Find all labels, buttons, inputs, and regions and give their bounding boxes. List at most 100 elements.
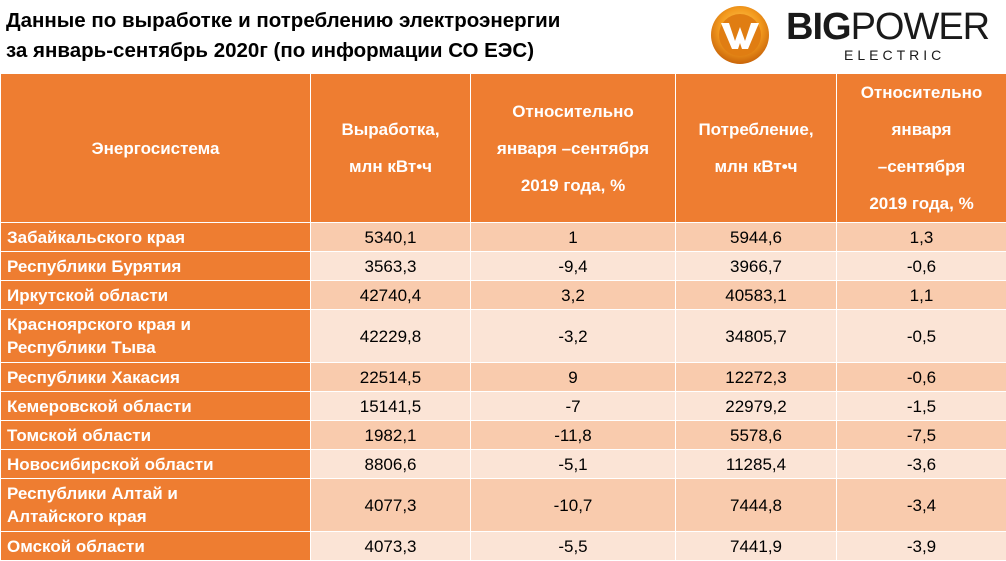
generation-cell: 42229,8 — [311, 310, 471, 363]
region-name-line: Республики Бурятия — [7, 255, 306, 278]
region-name-cell: Иркутской области — [1, 281, 311, 310]
generation-cell: 8806,6 — [311, 450, 471, 479]
generation-change-cell: -11,8 — [471, 421, 676, 450]
generation-change-cell: -3,2 — [471, 310, 676, 363]
generation-cell: 4073,3 — [311, 532, 471, 561]
bigpower-logo-wordmark: BIGPOWER — [786, 6, 989, 48]
consumption-change-cell: -7,5 — [837, 421, 1006, 450]
header-text-line: Относительно — [473, 93, 673, 130]
header-text-line: млн кВт•ч — [313, 148, 468, 185]
header-text-line: Энергосистема — [3, 130, 308, 167]
generation-change-cell: -5,1 — [471, 450, 676, 479]
region-name-cell: Забайкальского края — [1, 223, 311, 252]
generation-cell: 3563,3 — [311, 252, 471, 281]
generation-change-cell: 3,2 — [471, 281, 676, 310]
generation-change-cell: 9 — [471, 363, 676, 392]
generation-change-cell: -7 — [471, 392, 676, 421]
header-text-line: –сентября — [839, 148, 1004, 185]
generation-cell: 22514,5 — [311, 363, 471, 392]
header-text-line: Относительно — [839, 74, 1004, 111]
region-name-line: Томской области — [7, 424, 306, 447]
consumption-change-cell: 1,1 — [837, 281, 1006, 310]
region-name-cell: Республики Хакасия — [1, 363, 311, 392]
region-name-line: Иркутской области — [7, 284, 306, 307]
consumption-change-cell: -3,6 — [837, 450, 1006, 479]
consumption-cell: 34805,7 — [676, 310, 837, 363]
header-text-line: млн кВт•ч — [678, 148, 834, 185]
header-text-line: Выработка, — [313, 111, 468, 148]
page-title: Данные по выработке и потреблению электр… — [6, 6, 696, 66]
logo-word-power: POWER — [851, 6, 990, 48]
consumption-change-cell: -0,5 — [837, 310, 1006, 363]
consumption-change-cell: -0,6 — [837, 363, 1006, 392]
region-name-line: Новосибирской области — [7, 453, 306, 476]
title-line-2: за январь-сентябрь 2020г (по информации … — [6, 36, 696, 66]
consumption-change-cell: -0,6 — [837, 252, 1006, 281]
consumption-cell: 7444,8 — [676, 479, 837, 532]
bigpower-logo-mark-icon — [704, 4, 776, 66]
region-name-cell: Новосибирской области — [1, 450, 311, 479]
region-name-cell: Томской области — [1, 421, 311, 450]
generation-cell: 42740,4 — [311, 281, 471, 310]
region-name-line: Республики Тыва — [7, 336, 306, 359]
generation-change-cell: -10,7 — [471, 479, 676, 532]
column-header-generation: Выработка,млн кВт•ч — [311, 74, 471, 223]
generation-change-cell: -5,5 — [471, 532, 676, 561]
region-name-cell: Республики Бурятия — [1, 252, 311, 281]
region-name-line: Кемеровской области — [7, 395, 306, 418]
generation-cell: 1982,1 — [311, 421, 471, 450]
column-header-energy-system: Энергосистема — [1, 74, 311, 223]
consumption-cell: 22979,2 — [676, 392, 837, 421]
title-line-1: Данные по выработке и потреблению электр… — [6, 6, 696, 36]
consumption-change-cell: 1,3 — [837, 223, 1006, 252]
region-name-line: Забайкальского края — [7, 226, 306, 249]
consumption-change-cell: -1,5 — [837, 392, 1006, 421]
consumption-change-cell: -3,9 — [837, 532, 1006, 561]
generation-change-cell: 1 — [471, 223, 676, 252]
region-name-line: Омской области — [7, 535, 306, 558]
generation-change-cell: -9,4 — [471, 252, 676, 281]
logo-subtitle: ELECTRIC — [844, 47, 945, 63]
column-header-consumption: Потребление,млн кВт•ч — [676, 74, 837, 223]
generation-cell: 5340,1 — [311, 223, 471, 252]
consumption-cell: 40583,1 — [676, 281, 837, 310]
region-name-line: Республики Алтай и — [7, 482, 306, 505]
bigpower-logo: BIGPOWER ELECTRIC — [704, 4, 1002, 66]
region-name-line: Красноярского края и — [7, 313, 306, 336]
consumption-cell: 5578,6 — [676, 421, 837, 450]
header-text-line: января — [839, 111, 1004, 148]
header-text-line: января –сентября — [473, 130, 673, 167]
consumption-cell: 5944,6 — [676, 223, 837, 252]
header-text-line: Потребление, — [678, 111, 834, 148]
logo-word-big: BIG — [786, 6, 851, 48]
header-text-line: 2019 года, % — [473, 167, 673, 204]
consumption-cell: 11285,4 — [676, 450, 837, 479]
region-name-cell: Омской области — [1, 532, 311, 561]
consumption-cell: 7441,9 — [676, 532, 837, 561]
region-name-line: Алтайского края — [7, 505, 306, 528]
header-text-line: 2019 года, % — [839, 185, 1004, 222]
region-name-cell: Кемеровской области — [1, 392, 311, 421]
consumption-cell: 12272,3 — [676, 363, 837, 392]
consumption-change-cell: -3,4 — [837, 479, 1006, 532]
consumption-cell: 3966,7 — [676, 252, 837, 281]
generation-cell: 4077,3 — [311, 479, 471, 532]
generation-cell: 15141,5 — [311, 392, 471, 421]
